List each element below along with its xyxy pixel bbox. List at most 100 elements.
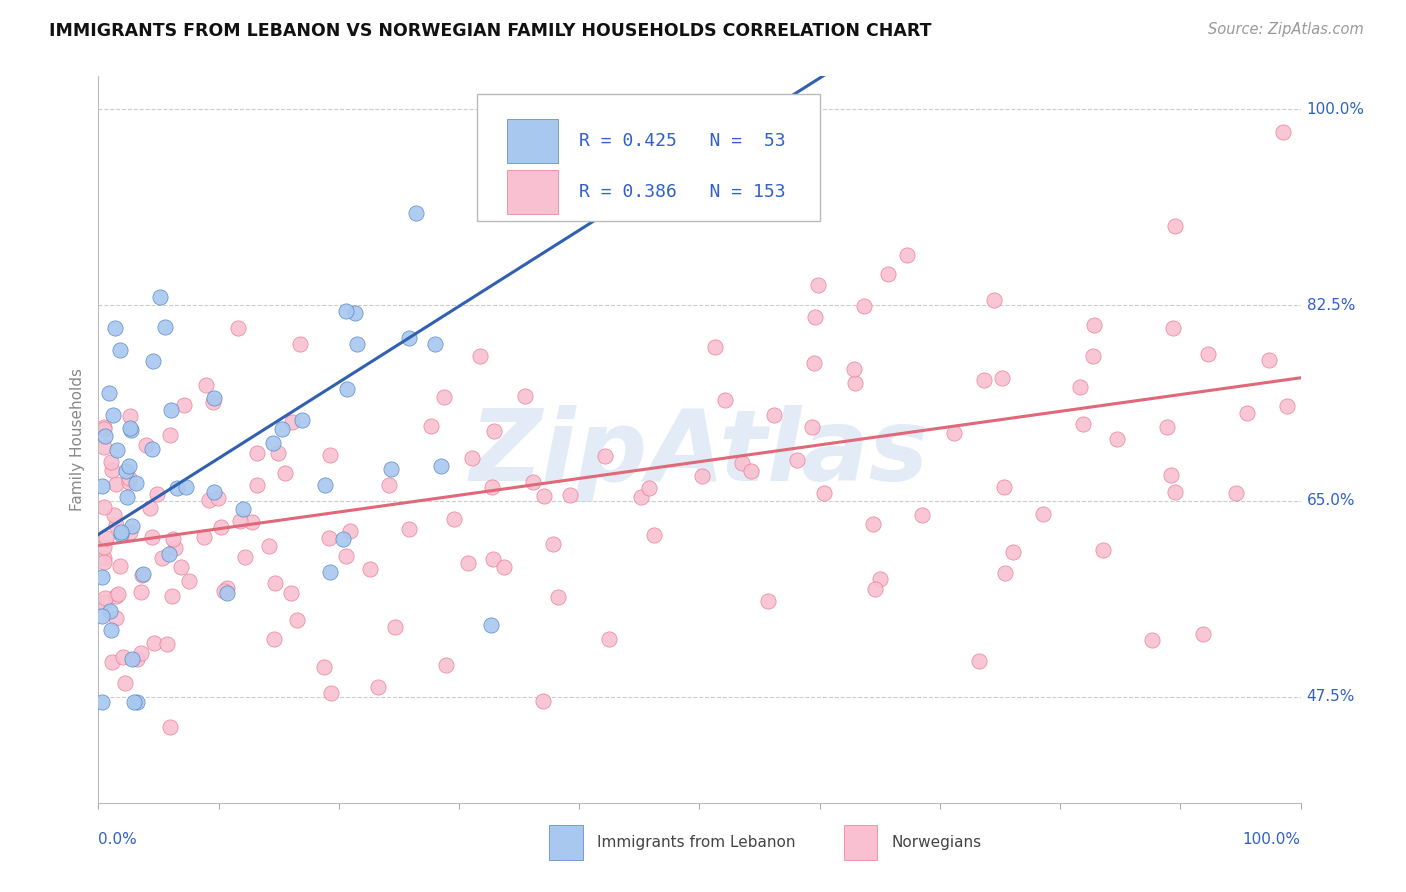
Point: [100, 455, 122, 469]
Point: [359, 562, 381, 576]
Text: 65.0%: 65.0%: [1306, 493, 1355, 508]
Point: [288, 337, 311, 351]
Point: [274, 467, 297, 481]
Point: [423, 336, 446, 351]
Point: [146, 487, 169, 501]
Point: [115, 464, 138, 478]
Point: [118, 409, 141, 424]
Point: [398, 331, 420, 345]
Point: [120, 524, 142, 539]
Point: [117, 490, 139, 504]
Point: [202, 485, 225, 500]
Point: [522, 475, 544, 489]
Point: [105, 442, 128, 457]
Point: [967, 655, 990, 669]
Point: [319, 565, 342, 579]
Point: [103, 508, 125, 522]
Point: [332, 533, 354, 547]
Point: [852, 299, 875, 313]
Point: [118, 459, 141, 474]
Point: [346, 336, 368, 351]
Point: [127, 651, 149, 665]
Point: [1257, 353, 1279, 368]
Point: [114, 676, 136, 690]
Point: [217, 586, 239, 600]
Point: [121, 518, 143, 533]
Text: 82.5%: 82.5%: [1306, 298, 1355, 312]
Point: [93, 440, 115, 454]
Point: [479, 618, 502, 632]
Point: [91, 695, 114, 709]
Point: [263, 632, 285, 647]
Bar: [550, 825, 583, 860]
Point: [125, 695, 148, 709]
Point: [598, 632, 620, 646]
Point: [378, 478, 401, 492]
Point: [690, 469, 713, 483]
Point: [98, 604, 121, 618]
Point: [91, 478, 114, 492]
Point: [166, 481, 188, 495]
Point: [433, 390, 456, 404]
Point: [143, 636, 166, 650]
Point: [314, 477, 336, 491]
Text: Norwegians: Norwegians: [891, 835, 981, 850]
Point: [142, 354, 165, 368]
Point: [226, 321, 249, 335]
Point: [120, 423, 142, 437]
Point: [973, 373, 995, 387]
Point: [149, 289, 172, 303]
Point: [804, 310, 827, 324]
Point: [267, 446, 290, 460]
Point: [468, 349, 491, 363]
Point: [319, 686, 342, 700]
Point: [335, 549, 357, 563]
Text: IMMIGRANTS FROM LEBANON VS NORWEGIAN FAMILY HOUSEHOLDS CORRELATION CHART: IMMIGRANTS FROM LEBANON VS NORWEGIAN FAM…: [49, 22, 932, 40]
Point: [160, 589, 183, 603]
Point: [271, 422, 294, 436]
Point: [481, 552, 503, 566]
Text: 100.0%: 100.0%: [1243, 832, 1301, 847]
Point: [91, 569, 114, 583]
Point: [786, 453, 808, 467]
Point: [869, 572, 891, 586]
Point: [319, 448, 342, 462]
Point: [209, 520, 232, 534]
Text: 100.0%: 100.0%: [1306, 102, 1365, 117]
Point: [93, 551, 115, 566]
Point: [141, 530, 163, 544]
Point: [844, 376, 866, 390]
Point: [101, 462, 124, 476]
Point: [1091, 543, 1114, 558]
Point: [339, 524, 361, 539]
Point: [111, 649, 134, 664]
Point: [1225, 486, 1247, 500]
Point: [246, 478, 269, 492]
Point: [131, 567, 153, 582]
Point: [1164, 485, 1187, 500]
Point: [93, 555, 115, 569]
Bar: [508, 170, 558, 214]
Point: [162, 532, 184, 546]
Point: [104, 589, 127, 603]
Point: [124, 475, 146, 490]
Text: R = 0.425   N =  53: R = 0.425 N = 53: [579, 132, 786, 150]
Point: [713, 392, 735, 407]
Point: [110, 524, 132, 539]
Point: [862, 516, 884, 531]
Point: [118, 421, 141, 435]
Point: [730, 456, 752, 470]
Point: [198, 493, 221, 508]
Point: [118, 471, 141, 485]
Point: [803, 356, 825, 370]
Point: [380, 462, 402, 476]
Bar: [508, 120, 558, 163]
Point: [621, 181, 644, 195]
Point: [110, 343, 132, 357]
Point: [813, 486, 835, 500]
Point: [98, 385, 121, 400]
Point: [758, 593, 780, 607]
Point: [558, 488, 581, 502]
Point: [100, 623, 122, 637]
Point: [240, 515, 263, 529]
